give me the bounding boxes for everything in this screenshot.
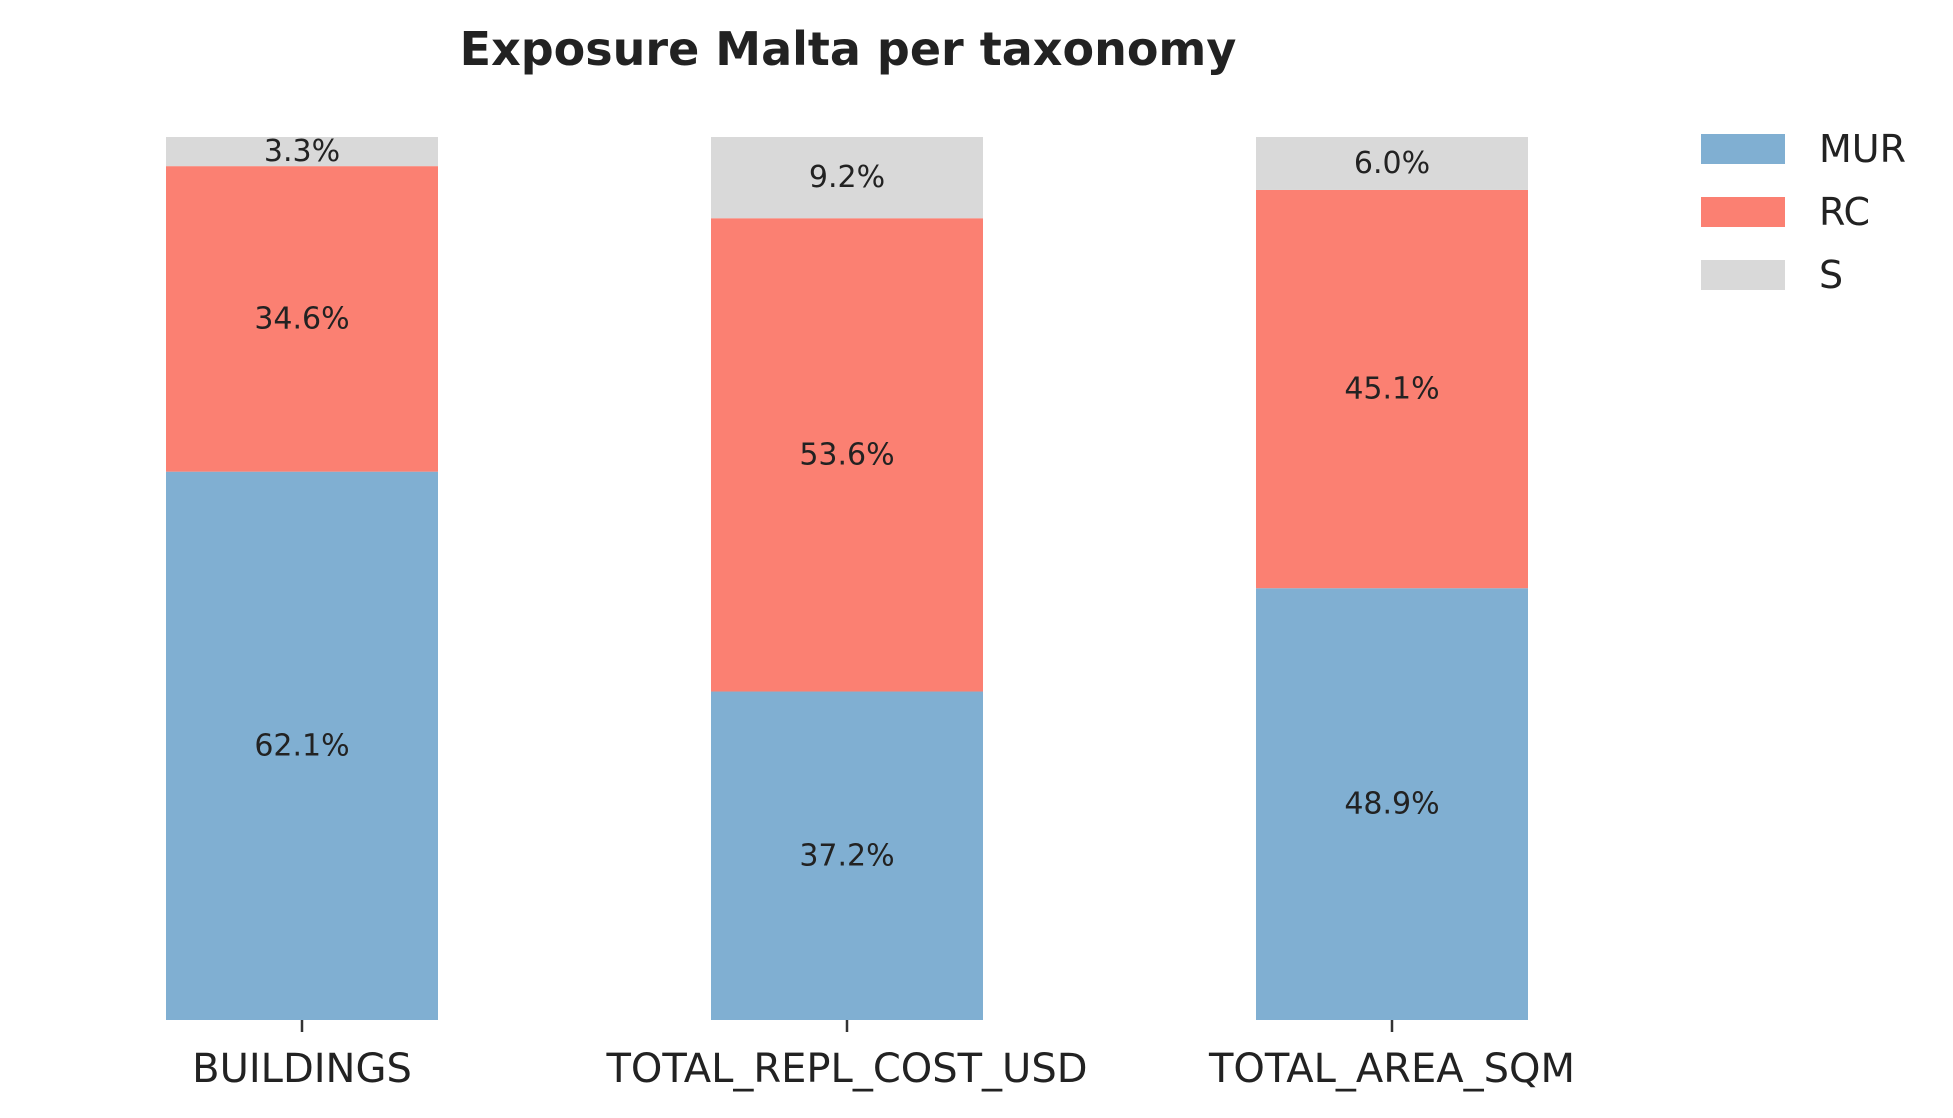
legend-swatch-rc bbox=[1701, 197, 1785, 227]
bar-value-label: 34.6% bbox=[254, 301, 349, 336]
bar-value-label: 45.1% bbox=[1344, 372, 1439, 407]
bar-rc-total_area_sqm bbox=[1256, 189, 1528, 589]
bar-s-total_area_sqm bbox=[1256, 137, 1528, 190]
bar-value-label: 9.2% bbox=[809, 160, 885, 195]
x-tick-label: TOTAL_AREA_SQM bbox=[1208, 1046, 1575, 1092]
legend-swatch-s bbox=[1701, 260, 1785, 290]
bar-value-label: 62.1% bbox=[254, 728, 349, 763]
x-tick-label: TOTAL_REPL_COST_USD bbox=[605, 1046, 1087, 1092]
x-tick-label: BUILDINGS bbox=[192, 1046, 412, 1092]
bar-s-buildings bbox=[166, 137, 438, 167]
bar-mur-buildings bbox=[166, 471, 438, 1021]
bar-value-label: 6.0% bbox=[1354, 146, 1430, 181]
legend: MUR RC S bbox=[1701, 127, 1906, 297]
bar-value-label: 3.3% bbox=[264, 134, 340, 169]
bar-mur-total_repl_cost_usd bbox=[711, 691, 983, 1020]
bar-value-label: 53.6% bbox=[799, 437, 894, 472]
x-axis: BUILDINGS TOTAL_REPL_COST_USD TOTAL_AREA_S… bbox=[192, 1020, 1575, 1092]
bar-value-label: 37.2% bbox=[799, 838, 894, 873]
bar-value-label: 48.9% bbox=[1344, 787, 1439, 822]
chart-title: Exposure Malta per taxonomy bbox=[460, 22, 1237, 76]
legend-swatch-mur bbox=[1701, 134, 1785, 164]
bar-mur-total_area_sqm bbox=[1256, 588, 1528, 1020]
bar-s-total_repl_cost_usd bbox=[711, 137, 983, 219]
bar-rc-total_repl_cost_usd bbox=[711, 218, 983, 692]
legend-label-mur: MUR bbox=[1819, 127, 1906, 171]
legend-label-rc: RC bbox=[1819, 190, 1870, 234]
bar-labels-layer: 62.1% 34.6% 3.3% 37.2% 53.6% 9.2% 48.9% 45.1% 6.… bbox=[254, 134, 1439, 873]
legend-label-s: S bbox=[1819, 253, 1843, 297]
bar-rc-buildings bbox=[166, 166, 438, 472]
bars-layer bbox=[166, 137, 1528, 1021]
